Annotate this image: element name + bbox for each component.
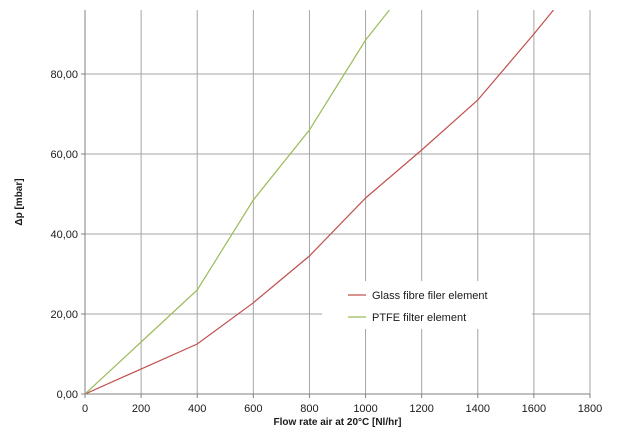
legend: Glass fibre filer element PTFE filter ele… — [322, 281, 532, 329]
x-tick-label: 1200 — [409, 403, 433, 415]
x-axis-title: Flow rate air at 20°C [Nl/hr] — [274, 417, 402, 428]
legend-background — [322, 281, 532, 329]
x-tick-label: 800 — [300, 403, 318, 415]
gridlines — [85, 10, 591, 394]
legend-label: PTFE filter element — [372, 312, 466, 324]
x-tick-label: 1400 — [466, 403, 490, 415]
x-tick-label: 200 — [132, 403, 150, 415]
y-tick-label: 20,00 — [50, 309, 78, 321]
y-axis-title: Δp [mbar] — [14, 178, 25, 225]
series-lines — [85, 10, 554, 394]
series-line-2 — [85, 10, 390, 394]
y-tick-label: 40,00 — [50, 229, 78, 241]
x-tick-label: 1000 — [353, 403, 377, 415]
y-tick-label: 0,00 — [57, 389, 78, 401]
series-line-1 — [85, 10, 554, 394]
x-tick-label: 0 — [82, 403, 88, 415]
axes: 0 200 400 600 800 1000 1200 1400 1600 1800 0,00 20,… — [50, 10, 602, 415]
x-tick-label: 600 — [244, 403, 262, 415]
x-tick-label: 1600 — [522, 403, 546, 415]
y-tick-label: 60,00 — [50, 149, 78, 161]
legend-label: Glass fibre filer element — [372, 290, 488, 302]
y-tick-label: 80,00 — [50, 69, 78, 81]
x-tick-label: 1800 — [578, 403, 602, 415]
x-tick-label: 400 — [188, 403, 206, 415]
